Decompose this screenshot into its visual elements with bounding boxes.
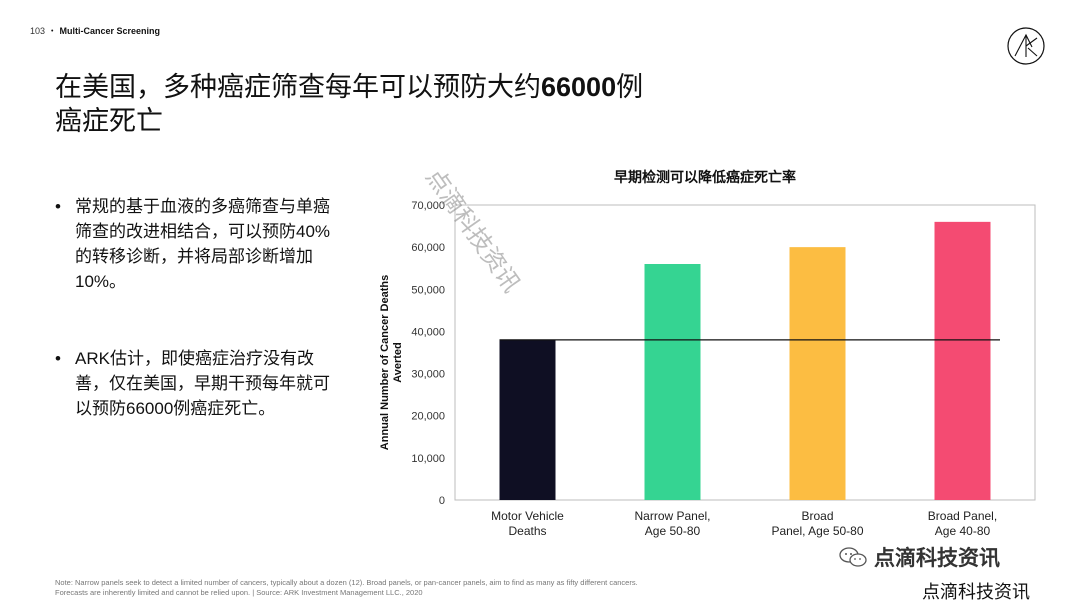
x-tick-label: Age 50-80 <box>645 524 701 538</box>
bar <box>644 264 701 500</box>
wechat-watermark-text: 点滴科技资讯 <box>874 547 1000 570</box>
y-tick-label: 50,000 <box>411 284 445 296</box>
page-header: 103 • Multi-Cancer Screening <box>30 26 160 36</box>
bullet-item: • ARK估计，即使癌症治疗没有改善，仅在美国，早期干预每年就可以预防66000… <box>55 346 345 421</box>
bar <box>934 221 991 500</box>
bar <box>499 339 556 500</box>
y-tick-label: 20,000 <box>411 411 445 423</box>
bullet-list: • 常规的基于血液的多癌筛查与单癌筛查的改进相结合，可以预防40%的转移诊断，并… <box>55 194 345 421</box>
bullet-dot: • <box>55 349 61 368</box>
footnote-text: Note: Narrow panels seek to detect a lim… <box>55 578 638 597</box>
title-highlight-number: 66000 <box>541 72 617 102</box>
bullet-item: • 常规的基于血液的多癌筛查与单癌筛查的改进相结合，可以预防40%的转移诊断，并… <box>55 194 345 294</box>
x-tick-label: Deaths <box>508 524 546 538</box>
bullet-text: 常规的基于血液的多癌筛查与单癌筛查的改进相结合，可以预防40%的转移诊断，并将局… <box>75 197 331 291</box>
x-tick-label: Motor Vehicle <box>491 509 564 523</box>
bar <box>789 247 846 500</box>
page-number: 103 <box>30 26 46 36</box>
y-tick-label: 70,000 <box>411 200 445 212</box>
bullet-text: ARK估计，即使癌症治疗没有改善，仅在美国，早期干预每年就可以预防66000例癌… <box>75 349 330 418</box>
y-axis-label-line2: Averted <box>392 342 404 383</box>
x-tick-label: Narrow Panel, <box>634 509 710 523</box>
wechat-watermark: 点滴科技资讯 <box>838 542 1000 572</box>
wechat-icon <box>839 547 867 567</box>
title-text-end: 例 癌症死亡 <box>55 72 644 136</box>
section-title: Multi-Cancer Screening <box>59 26 161 36</box>
y-tick-label: 10,000 <box>411 453 445 465</box>
y-tick-label: 30,000 <box>411 369 445 381</box>
header-separator: • <box>51 27 54 35</box>
y-tick-label: 60,000 <box>411 242 445 254</box>
bar-chart: 早期检测可以降低癌症死亡率 0 10,000 20,000 30,000 40,000 50… <box>379 169 1036 538</box>
title-text-start: 在美国，多种癌症筛查每年可以预防大约 <box>55 72 541 102</box>
page-title: 在美国，多种癌症筛查每年可以预防大约66000例 癌症死亡 <box>55 70 775 138</box>
ark-logo-icon <box>1007 27 1045 65</box>
y-axis-label-line1: Annual Number of Cancer Deaths <box>379 275 391 450</box>
x-tick-label: Panel, Age 50-80 <box>771 524 863 538</box>
plot-area-frame <box>454 204 1036 501</box>
x-tick-label: Broad Panel, <box>928 509 997 523</box>
chart-title: 早期检测可以降低癌症死亡率 <box>614 169 796 186</box>
bullet-dot: • <box>55 197 61 216</box>
x-tick-label: Age 40-80 <box>935 524 991 538</box>
y-tick-label: 40,000 <box>411 326 445 338</box>
footer-watermark: 点滴科技资讯 <box>922 582 1030 602</box>
footnote: Note: Narrow panels seek to detect a lim… <box>55 568 815 598</box>
y-tick-label: 0 <box>439 495 445 507</box>
x-tick-label: Broad <box>801 509 833 523</box>
